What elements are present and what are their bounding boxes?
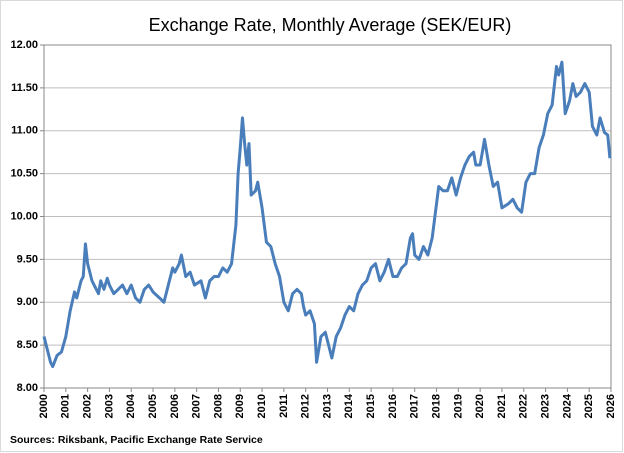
line-series: [42, 60, 612, 369]
x-tick-label: 2010: [256, 394, 268, 418]
y-tick-label: 11.50: [11, 82, 38, 94]
x-tick-label: 2019: [452, 394, 464, 418]
y-tick-label: 9.50: [17, 253, 38, 265]
x-tick-label: 2000: [38, 394, 50, 418]
y-tick-label: 8.00: [17, 382, 38, 394]
x-tick-label: 2011: [278, 394, 290, 418]
x-tick-label: 2025: [583, 394, 595, 418]
x-tick-label: 2006: [169, 394, 181, 418]
x-tick-label: 2005: [147, 394, 159, 418]
x-tick-label: 2023: [539, 394, 551, 418]
x-tick-label: 2007: [191, 394, 203, 418]
y-tick-label: 10.50: [10, 168, 38, 180]
y-tick-label: 9.00: [17, 296, 38, 308]
y-tick-label: 10.00: [10, 210, 38, 222]
y-tick-label: 12.00: [10, 39, 38, 51]
x-tick-label: 2022: [518, 394, 530, 418]
x-tick-label: 2015: [365, 394, 377, 418]
x-tick-label: 2024: [561, 393, 573, 418]
x-tick-label: 2013: [321, 394, 333, 418]
x-tick-label: 2018: [430, 394, 442, 418]
x-tick-label: 2001: [60, 394, 72, 418]
x-tick-label: 2017: [409, 394, 421, 418]
x-tick-label: 2021: [496, 394, 508, 418]
x-tick-label: 2016: [387, 394, 399, 418]
y-tick-label: 11.00: [11, 125, 38, 137]
x-tick-label: 2004: [125, 393, 137, 418]
y-tick-label: 8.50: [17, 339, 38, 351]
x-tick-label: 2003: [103, 394, 115, 418]
x-tick-label: 2012: [300, 394, 312, 418]
x-tick-label: 2002: [82, 394, 94, 418]
x-tick-label: 2020: [474, 394, 486, 418]
chart-title: Exchange Rate, Monthly Average (SEK/EUR): [149, 15, 512, 35]
x-tick-label: 2008: [212, 394, 224, 418]
source-note: Sources: Riksbank, Pacific Exchange Rate…: [10, 434, 263, 446]
x-tick-label: 2014: [343, 393, 355, 418]
x-tick-label: 2026: [605, 394, 617, 418]
x-tick-label: 2009: [234, 394, 246, 418]
